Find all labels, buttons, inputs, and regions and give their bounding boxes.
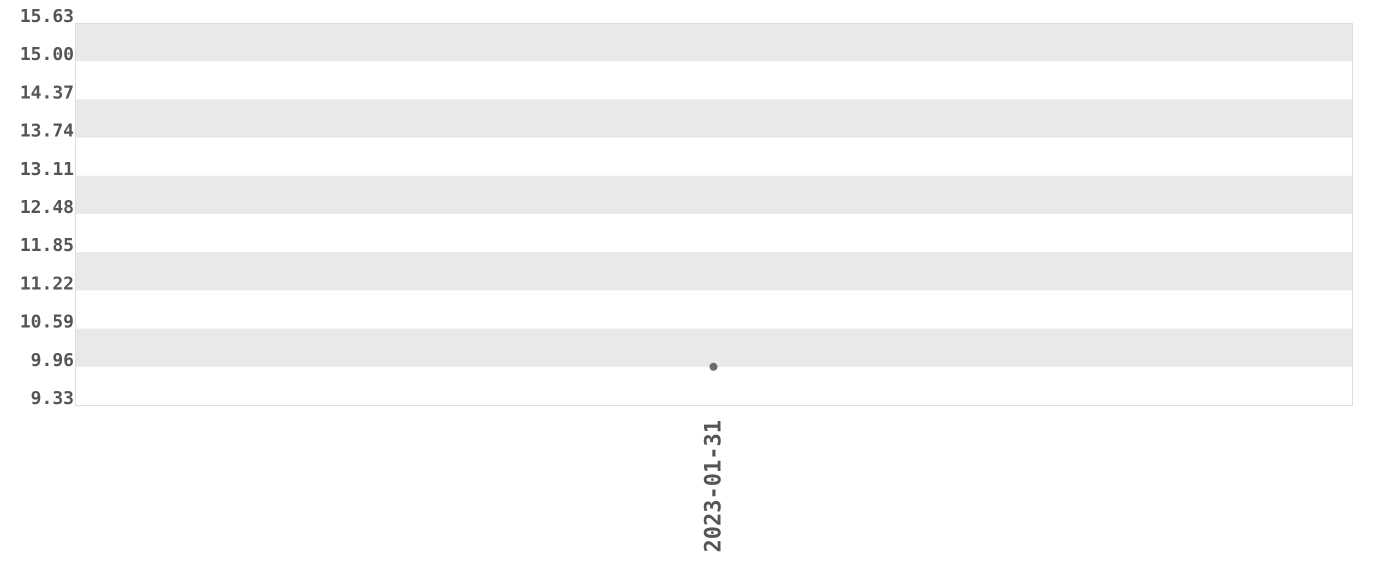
y-tick-label: 15.00 bbox=[20, 44, 74, 65]
x-tick-label: 2023-01-31 bbox=[702, 420, 727, 552]
y-tick-label: 10.59 bbox=[20, 312, 74, 333]
grid-band bbox=[75, 328, 1352, 367]
grid-band bbox=[75, 23, 1352, 62]
y-tick-label: 11.85 bbox=[20, 235, 74, 256]
y-tick-label: 11.22 bbox=[20, 273, 74, 294]
data-point[interactable] bbox=[709, 362, 718, 371]
y-tick-label: 9.33 bbox=[31, 388, 74, 409]
y-tick-label: 9.96 bbox=[31, 350, 74, 371]
grid-band bbox=[75, 99, 1352, 138]
y-tick-label: 13.74 bbox=[20, 121, 74, 142]
grid-band bbox=[75, 252, 1352, 291]
y-tick-label: 15.63 bbox=[20, 6, 74, 27]
plot-area-border bbox=[75, 23, 1353, 406]
y-tick-label: 12.48 bbox=[20, 197, 74, 218]
grid-band bbox=[75, 175, 1352, 214]
y-tick-label: 13.11 bbox=[20, 159, 74, 180]
y-tick-label: 14.37 bbox=[20, 82, 74, 103]
